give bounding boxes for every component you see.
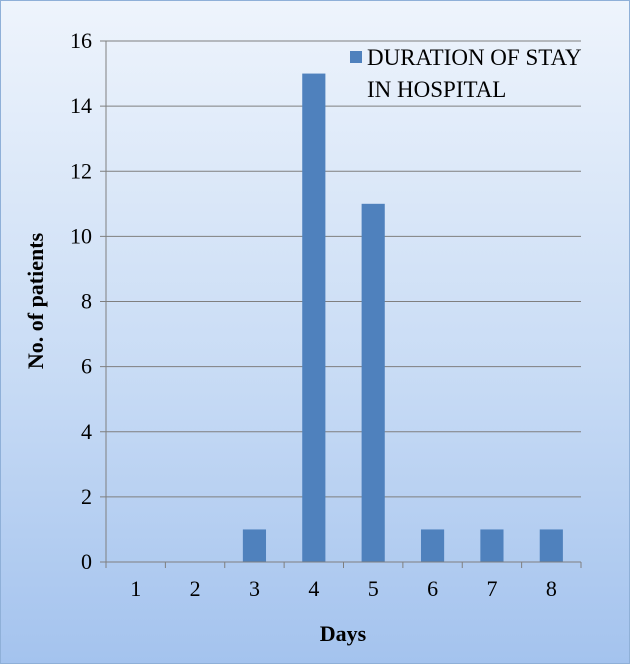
- bars: [242, 73, 563, 562]
- y-tick-labels: 0 2 4 6 8 10 12 14 16: [70, 28, 92, 574]
- x-tick-label: 1: [130, 576, 141, 601]
- legend-label-line-2: IN HOSPITAL: [367, 77, 506, 102]
- y-tick-label: 12: [70, 158, 92, 183]
- y-tick-label: 2: [81, 484, 92, 509]
- x-tick-label: 5: [368, 576, 379, 601]
- y-tick-label: 8: [81, 289, 92, 314]
- legend-swatch: [350, 51, 362, 63]
- bar: [539, 529, 563, 562]
- y-tick-label: 4: [81, 419, 92, 444]
- legend-label-line-1: DURATION OF STAY: [367, 45, 582, 70]
- x-tick-label: 6: [427, 576, 438, 601]
- x-tick-label: 7: [486, 576, 497, 601]
- bar: [361, 203, 385, 562]
- bar: [242, 529, 267, 562]
- bar: [420, 529, 445, 562]
- y-tick-label: 14: [70, 93, 92, 118]
- axes: [105, 41, 582, 568]
- legend: DURATION OF STAY IN HOSPITAL: [350, 45, 582, 102]
- x-tick-label: 8: [546, 576, 557, 601]
- y-tick-label: 0: [81, 549, 92, 574]
- x-tick-labels: 1 2 3 4 5 6 7 8: [130, 576, 557, 601]
- x-tick-label: 4: [308, 576, 319, 601]
- y-tick-label: 16: [70, 28, 92, 53]
- gridlines: [100, 40, 581, 563]
- x-tick-label: 2: [190, 576, 201, 601]
- bar: [480, 529, 504, 562]
- y-tick-label: 6: [81, 354, 92, 379]
- x-axis-title: Days: [320, 621, 367, 646]
- y-tick-label: 10: [70, 223, 92, 248]
- x-tick-label: 3: [249, 576, 260, 601]
- bar: [302, 73, 326, 562]
- y-axis-title: No. of patients: [23, 232, 48, 369]
